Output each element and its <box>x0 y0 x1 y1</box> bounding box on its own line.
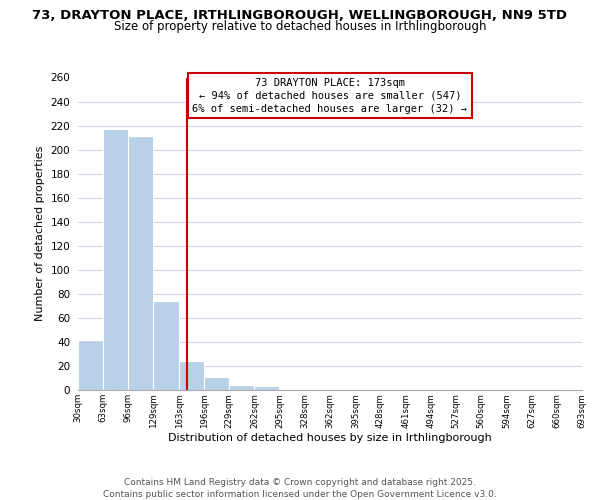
Bar <box>179 361 204 390</box>
Bar <box>254 386 280 390</box>
Bar <box>78 340 103 390</box>
Bar <box>557 389 582 390</box>
Bar <box>153 301 179 390</box>
Y-axis label: Number of detached properties: Number of detached properties <box>35 146 45 322</box>
Text: 73 DRAYTON PLACE: 173sqm
← 94% of detached houses are smaller (547)
6% of semi-d: 73 DRAYTON PLACE: 173sqm ← 94% of detach… <box>193 78 467 114</box>
Bar <box>204 377 229 390</box>
X-axis label: Distribution of detached houses by size in Irthlingborough: Distribution of detached houses by size … <box>168 433 492 443</box>
Bar <box>229 385 254 390</box>
Text: 73, DRAYTON PLACE, IRTHLINGBOROUGH, WELLINGBOROUGH, NN9 5TD: 73, DRAYTON PLACE, IRTHLINGBOROUGH, WELL… <box>32 9 568 22</box>
Bar <box>128 136 153 390</box>
Text: Contains HM Land Registry data © Crown copyright and database right 2025.
Contai: Contains HM Land Registry data © Crown c… <box>103 478 497 499</box>
Text: Size of property relative to detached houses in Irthlingborough: Size of property relative to detached ho… <box>114 20 486 33</box>
Bar <box>103 129 128 390</box>
